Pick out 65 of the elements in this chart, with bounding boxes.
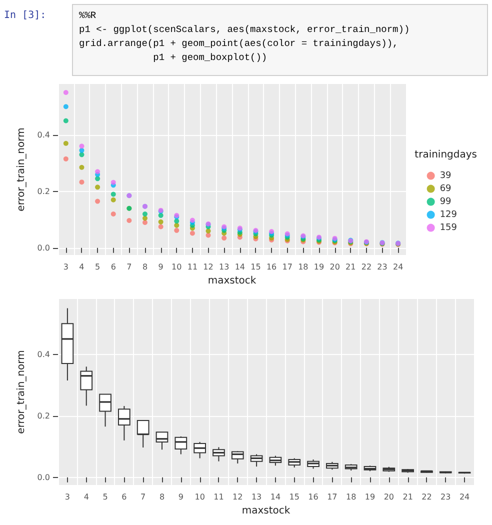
x-tick-label: 21 [402,492,413,502]
x-tick-label: 4 [84,492,89,502]
legend-label: 129 [440,210,458,220]
x-tick-label: 20 [384,492,394,502]
y-axis-title: error_train_norm [16,128,27,212]
x-tick-label: 4 [79,262,84,272]
x-tick-label: 8 [142,262,148,272]
y-tick-label: 0.4 [37,130,50,140]
y-tick-label: 0.0 [37,243,50,252]
x-tick-label: 17 [282,262,292,272]
x-tick-label: 16 [308,492,318,502]
x-tick-label: 11 [214,492,224,502]
x-tick-label: 15 [289,492,300,502]
x-tick-label: 9 [158,262,164,272]
x-tick-label: 7 [126,262,132,272]
y-axis-title: error_train_norm [16,350,27,434]
text: %%R [79,9,98,23]
y-tick-label: 0.2 [37,411,50,420]
x-axis-title: maxstock [242,505,290,516]
legend-label: 99 [440,196,452,207]
x-tick-label: 13 [251,492,262,502]
legend-label: 39 [440,170,452,181]
text: grid.arrange(p1 + geom_point(aes(color = trainingdays)), [79,37,400,51]
x-tick-label: 23 [440,492,451,502]
x-tick-label: 6 [110,262,116,272]
legend-label: 159 [440,222,458,233]
x-tick-label: 22 [361,262,372,272]
x-tick-label: 17 [327,492,338,502]
x-tick-label: 22 [422,492,432,502]
x-tick-label: 3 [64,492,70,502]
x-tick-label: 3 [63,262,68,272]
x-tick-label: 11 [187,262,198,272]
x-tick-label: 21 [346,262,356,272]
x-tick-label: 12 [203,262,214,272]
x-tick-label: 5 [102,492,108,502]
x-tick-label: 14 [270,492,281,502]
x-tick-label: 15 [250,262,261,272]
x-tick-label: 16 [266,262,277,272]
legend-label: 69 [440,184,452,194]
text: p1 + geom_boxplot()) [152,51,268,65]
x-tick-label: 18 [298,262,308,272]
y-tick-label: 0.4 [37,350,50,359]
text: p1 <- ggplot(scenScalars, aes(maxstock, error_train_norm)) [79,23,411,37]
legend-title: trainingdays [414,149,477,160]
x-tick-label: 6 [122,492,127,502]
x-tick-label: 19 [314,262,324,272]
x-tick-label: 23 [377,262,388,272]
x-tick-label: 9 [178,492,184,502]
text: In [3]: [4,9,48,23]
y-tick-label: 0.0 [37,472,50,482]
x-tick-label: 10 [172,262,182,272]
x-tick-label: 13 [218,262,230,272]
x-tick-label: 7 [140,492,146,502]
x-tick-label: 20 [330,262,340,272]
x-axis-title: maxstock [208,275,256,286]
x-tick-label: 12 [232,492,243,502]
x-tick-label: 5 [95,262,100,272]
x-tick-label: 10 [194,492,205,502]
x-tick-label: 19 [364,492,376,502]
x-tick-label: 8 [159,492,165,502]
x-tick-label: 24 [459,492,470,502]
y-tick-label: 0.2 [37,186,50,196]
x-tick-label: 14 [234,262,246,272]
x-tick-label: 24 [392,262,404,272]
x-tick-label: 18 [346,492,356,502]
